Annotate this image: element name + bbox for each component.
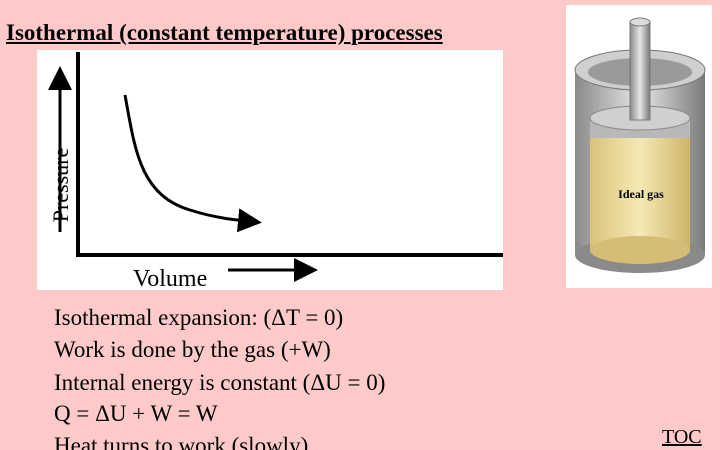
isotherm-curve <box>123 94 262 233</box>
x-axis-label: Volume <box>133 266 207 292</box>
toc-link[interactable]: TOC <box>662 426 702 448</box>
slide-title: Isothermal (constant temperature) proces… <box>6 20 443 45</box>
cylinder <box>574 17 706 273</box>
body-line: Isothermal expansion: (ΔT = 0) <box>54 305 344 330</box>
body-line: Heat turns to work (slowly) <box>54 433 309 450</box>
body-line: Internal energy is constant (ΔU = 0) <box>54 370 386 395</box>
plot-panel <box>37 50 503 290</box>
figure-label: Ideal gas <box>618 187 664 201</box>
body-line: Q = ΔU + W = W <box>54 401 218 426</box>
body-line: Work is done by the gas (+W) <box>54 337 331 362</box>
y-axis-label: Pressure <box>48 148 73 223</box>
